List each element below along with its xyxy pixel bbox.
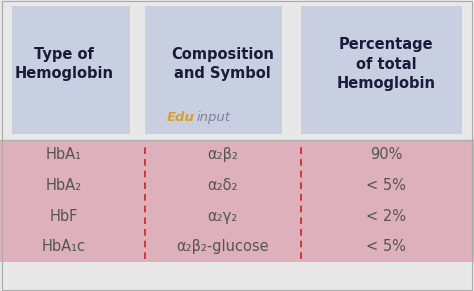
Text: α₂β₂-glucose: α₂β₂-glucose (176, 239, 269, 254)
Text: input: input (197, 111, 231, 124)
FancyBboxPatch shape (301, 6, 462, 134)
Text: Percentage
of total
Hemoglobin: Percentage of total Hemoglobin (337, 37, 436, 91)
Text: Edu: Edu (166, 111, 194, 124)
FancyBboxPatch shape (0, 140, 474, 262)
Text: α₂γ₂: α₂γ₂ (208, 209, 238, 223)
Text: HbA₂: HbA₂ (46, 178, 82, 193)
Text: HbF: HbF (50, 209, 78, 223)
Text: Type of
Hemoglobin: Type of Hemoglobin (15, 47, 113, 81)
FancyBboxPatch shape (12, 6, 130, 134)
Text: HbA₁: HbA₁ (46, 148, 82, 162)
FancyBboxPatch shape (145, 6, 282, 134)
Text: < 5%: < 5% (366, 178, 406, 193)
FancyBboxPatch shape (0, 262, 474, 291)
Text: 90%: 90% (370, 148, 402, 162)
Text: < 2%: < 2% (366, 209, 406, 223)
Text: α₂δ₂: α₂δ₂ (208, 178, 238, 193)
Text: < 5%: < 5% (366, 239, 406, 254)
Text: HbA₁c: HbA₁c (42, 239, 86, 254)
Text: α₂β₂: α₂β₂ (207, 148, 238, 162)
Text: Composition
and Symbol: Composition and Symbol (171, 47, 274, 81)
